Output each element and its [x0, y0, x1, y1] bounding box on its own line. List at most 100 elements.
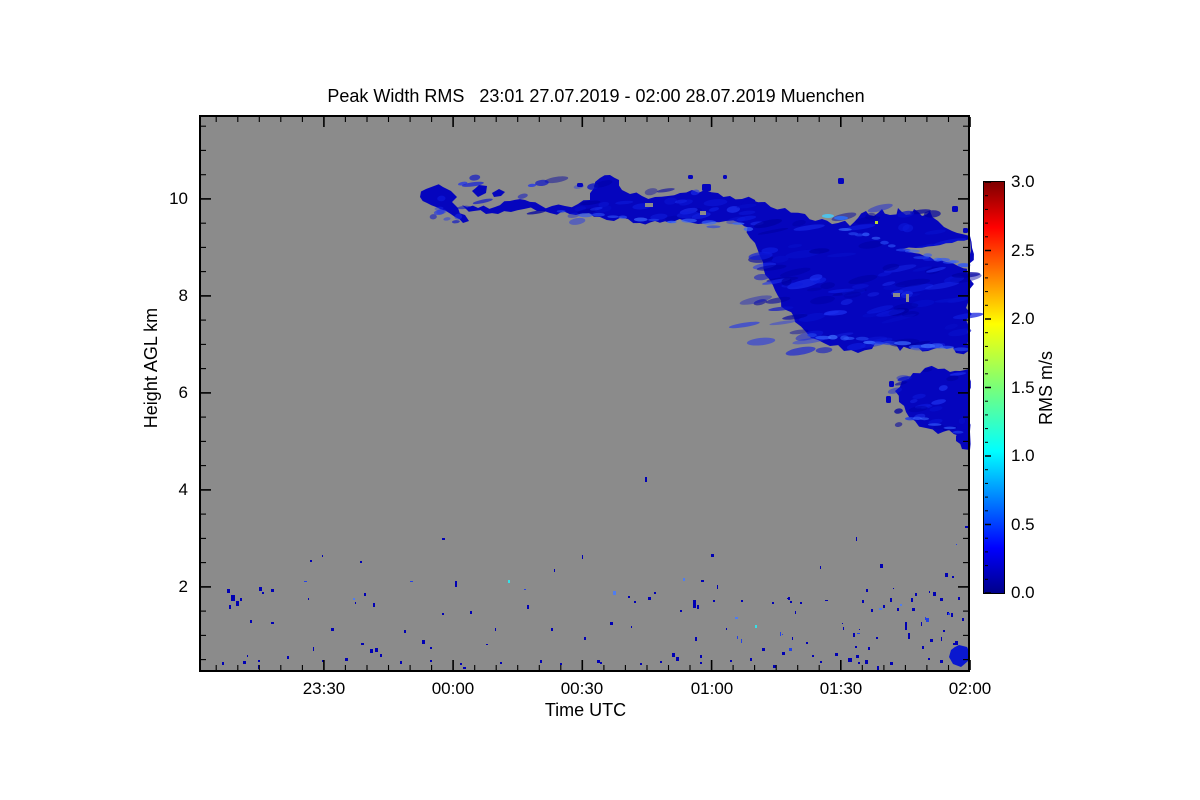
noise-speck: [355, 602, 356, 604]
cloud-fringe: [894, 341, 912, 346]
noise-speck: [271, 589, 274, 592]
noise-speck: [825, 600, 828, 601]
noise-speck: [782, 652, 785, 655]
noise-speck: [313, 647, 314, 651]
noise-speck: [879, 608, 882, 610]
noise-speck: [660, 661, 662, 663]
cloud-texture: [674, 199, 688, 204]
cloud-wisp: [688, 175, 693, 179]
cirrus-frag-2: [492, 189, 505, 197]
cloud-texture: [881, 313, 916, 324]
cloud-texture: [897, 210, 915, 218]
noise-speck: [631, 626, 632, 628]
noise-speck: [693, 600, 696, 608]
special-mark: [875, 221, 878, 224]
cirrus-frag-1: [472, 185, 487, 197]
noise-speck: [866, 589, 868, 592]
cloud-fringe: [957, 263, 971, 268]
cloud-fringe: [732, 222, 745, 225]
cloud-texture: [615, 200, 634, 205]
noise-speck: [222, 662, 224, 665]
noise-speck: [672, 653, 675, 657]
cloud-texture: [898, 283, 934, 294]
noise-speck: [741, 600, 743, 602]
x-tick-label: 23:30: [302, 679, 346, 698]
cloud-fringe: [912, 416, 922, 420]
cloud-fringe: [855, 336, 869, 341]
cloud-texture: [894, 422, 903, 428]
noise-speck: [430, 660, 432, 662]
noise-speck: [853, 633, 855, 637]
cloud-texture: [517, 193, 528, 199]
noise-speck: [375, 648, 378, 652]
cloud-texture: [909, 398, 918, 404]
noise-speck: [600, 662, 602, 664]
noise-speck: [956, 544, 957, 545]
blob-bottom-right: [949, 645, 970, 667]
cloud-texture: [756, 264, 787, 271]
cloud-fringe: [618, 215, 628, 219]
noise-speck: [353, 598, 355, 600]
cloud-texture: [598, 201, 610, 208]
y-tick-label: 8: [178, 286, 188, 305]
noise-speck: [717, 585, 718, 589]
cloud-texture: [884, 264, 917, 273]
cloud-texture: [951, 272, 981, 278]
cloud-texture: [887, 387, 902, 394]
noise-speck: [890, 662, 893, 665]
cloud-texture: [787, 244, 803, 249]
noise-speck: [582, 555, 583, 559]
noise-speck: [400, 661, 402, 664]
cloud-texture: [897, 376, 912, 382]
cloud-texture: [846, 342, 866, 351]
cloud-wisp: [723, 175, 727, 179]
noise-speck: [820, 661, 822, 663]
cloud-texture: [928, 418, 943, 425]
noise-speck: [945, 573, 948, 577]
noise-speck: [243, 661, 246, 664]
cloud-wisp: [963, 228, 968, 233]
noise-speck: [965, 526, 968, 528]
cloud-fringe: [843, 336, 855, 340]
cloud-texture: [664, 197, 678, 205]
cloud-texture: [840, 298, 853, 306]
y-tick-label: 6: [178, 383, 188, 402]
noise-speck: [905, 622, 907, 630]
cloud-texture: [437, 195, 446, 202]
cloud-fringe: [854, 233, 864, 237]
cloud-fringe: [928, 423, 942, 426]
noise-speck: [322, 660, 324, 662]
noise-speck: [364, 593, 366, 596]
noise-speck: [929, 591, 930, 593]
cloud-texture: [429, 214, 437, 220]
noise-speck: [915, 593, 917, 596]
cloud-texture: [823, 310, 839, 316]
cloud-texture: [882, 263, 900, 271]
cloud-texture: [469, 174, 481, 181]
cloud-texture: [934, 297, 970, 303]
noise-speck: [790, 601, 792, 603]
cloud-texture: [865, 212, 877, 220]
cloud-wisp: [952, 206, 958, 212]
cloud-texture: [898, 223, 910, 232]
noise-speck: [227, 589, 230, 593]
cloud-texture: [472, 198, 493, 205]
noise-speck: [941, 637, 942, 641]
cloud-texture: [785, 346, 816, 356]
noise-speck: [287, 656, 289, 659]
gray-hole: [906, 294, 909, 302]
cloud-texture: [894, 381, 908, 386]
x-tick-label: 01:00: [690, 679, 734, 698]
noise-speck: [925, 617, 926, 620]
noise-speck: [250, 620, 252, 623]
noise-speck: [951, 613, 953, 617]
cloud-texture: [771, 255, 789, 263]
noise-speck: [345, 658, 348, 661]
cloud-texture: [792, 219, 806, 227]
noise-speck: [953, 643, 955, 645]
noise-speck: [806, 642, 808, 644]
noise-speck: [259, 587, 262, 591]
noise-speck: [410, 581, 413, 582]
